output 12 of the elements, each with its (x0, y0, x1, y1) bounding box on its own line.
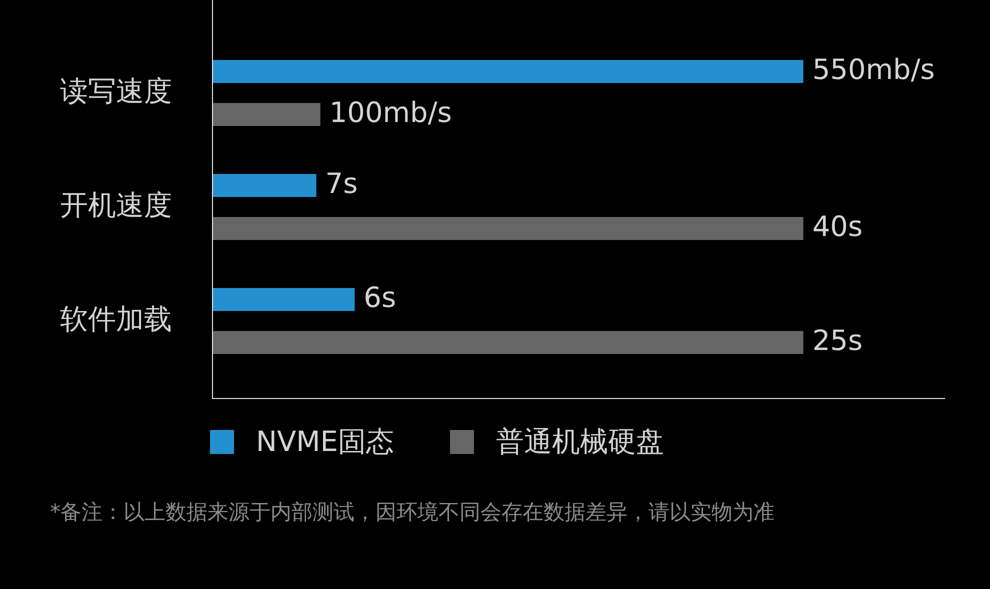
y-tick-label: 开机速度 (60, 188, 172, 222)
data-label: 6s (364, 280, 396, 314)
data-label: 7s (325, 166, 358, 200)
text: *备注：以上数据来源于内部测试，因环境不同会存在数据差异，请以实物为准 (50, 499, 774, 526)
data-label: 25s (812, 324, 863, 357)
data-label: 550mb/s (812, 52, 935, 86)
y-tick-label: 软件加载 (60, 302, 172, 336)
y-tick-label: 读写速度 (60, 74, 172, 108)
data-label: 100mb/s (329, 96, 452, 129)
legend-label: NVME固态 (256, 425, 394, 459)
data-label: 40s (812, 210, 863, 243)
legend-label: 普通机械硬盘 (496, 425, 664, 459)
